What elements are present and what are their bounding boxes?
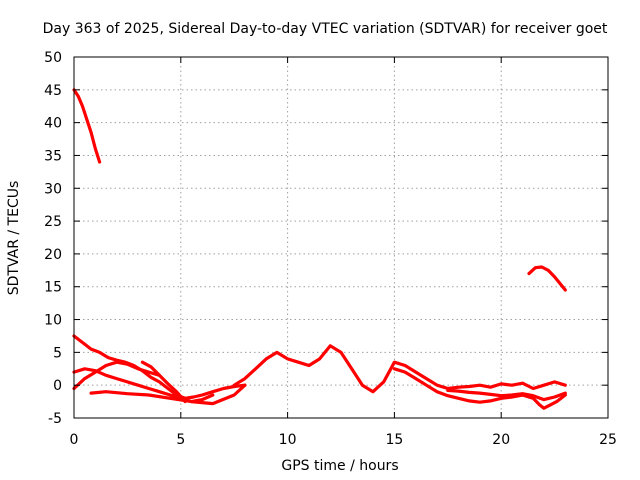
y-tick-label: 50 (44, 50, 62, 66)
series-line-arc-h (446, 388, 567, 402)
x-tick-label: 0 (70, 432, 79, 448)
series-line-arc-d (89, 383, 247, 406)
series-layer (72, 88, 567, 410)
series-line-arc-c (72, 360, 161, 391)
x-tick-label: 10 (279, 432, 297, 448)
x-tick-label: 20 (492, 432, 510, 448)
y-axis-label: SDTVAR / TECUs (6, 181, 22, 296)
y-tick-label: 0 (53, 378, 62, 394)
y-tick-label: 35 (44, 148, 62, 164)
series-line-arc-e (140, 360, 187, 404)
y-tick-label: 30 (44, 181, 62, 197)
ticks-layer: 0 5 10 15 20 25 -5 0 5 10 15 20 25 30 35 40 45 50 (44, 50, 617, 448)
y-tick-label: 5 (53, 345, 62, 361)
series-line-arc-g (392, 367, 567, 410)
series-line-late-arc (527, 265, 567, 292)
plot-frame (73, 56, 609, 419)
y-tick-label: 20 (44, 247, 62, 263)
series-line-arc-a (72, 334, 247, 400)
grid-layer (74, 57, 608, 418)
x-tick-label: 5 (176, 432, 185, 448)
x-tick-label: 15 (385, 432, 403, 448)
x-axis-label: GPS time / hours (281, 458, 398, 474)
y-tick-label: 10 (44, 313, 62, 329)
y-tick-label: 25 (44, 214, 62, 230)
y-tick-label: -5 (48, 411, 62, 427)
x-tick-label: 25 (599, 432, 617, 448)
y-tick-label: 45 (44, 83, 62, 99)
y-tick-label: 15 (44, 280, 62, 296)
series-line-early-high-arc (72, 88, 102, 164)
series-line-arc-f (232, 344, 567, 394)
chart-title: Day 363 of 2025, Sidereal Day-to-day VTE… (43, 21, 608, 37)
y-tick-label: 40 (44, 116, 62, 132)
